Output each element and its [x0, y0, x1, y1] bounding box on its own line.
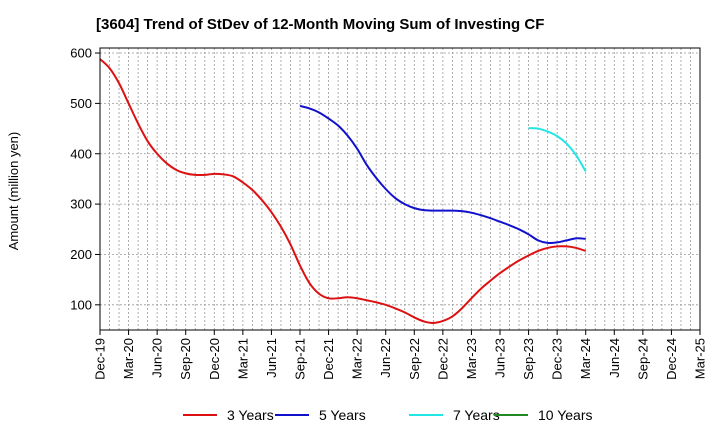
- x-tick-label: Dec-24: [664, 338, 679, 380]
- x-tick-label: Mar-23: [464, 338, 479, 379]
- x-axis: Dec-19 Mar-20 Jun-20 Sep-20 Dec-20 Mar-21 Jun-…: [93, 330, 708, 380]
- series-line-5-years: [299, 104, 586, 245]
- x-tick-label: Jun-22: [378, 338, 393, 378]
- x-tick-label: Mar-20: [121, 338, 136, 379]
- x-tick-label: Jun-21: [264, 338, 279, 378]
- legend-swatch: [275, 414, 309, 416]
- x-tick-label: Sep-23: [521, 338, 536, 380]
- x-tick-label: Mar-25: [693, 338, 708, 379]
- x-tick-label: Dec-20: [207, 338, 222, 380]
- legend-item-10-years: 10 Years: [494, 404, 593, 426]
- legend-label: 10 Years: [538, 407, 593, 423]
- x-tick-label: Sep-20: [178, 338, 193, 380]
- series-line-7-years: [528, 127, 587, 172]
- y-axis-title: Amount (million yen): [6, 132, 21, 251]
- x-tick-label: Dec-21: [321, 338, 336, 380]
- y-tick-label: 600: [70, 46, 92, 61]
- x-tick-label: Dec-19: [93, 338, 108, 380]
- x-tick-label: Jun-24: [607, 338, 622, 378]
- x-tick-label: Mar-22: [350, 338, 365, 379]
- legend-swatch: [494, 414, 528, 416]
- legend-item-3-years: 3 Years: [183, 404, 274, 426]
- y-axis: 100 200 300 400 500 600: [70, 46, 100, 312]
- series-line-3-years: [99, 58, 587, 324]
- grid-layer: [100, 48, 700, 330]
- y-tick-label: 500: [70, 96, 92, 111]
- x-tick-label: Sep-21: [293, 338, 308, 380]
- legend-item-7-years: 7 Years: [409, 404, 500, 426]
- series-layer: [99, 58, 587, 324]
- x-tick-label: Mar-21: [235, 338, 250, 379]
- x-tick-label: Dec-22: [435, 338, 450, 380]
- y-tick-label: 300: [70, 197, 92, 212]
- legend-swatch: [409, 414, 443, 416]
- legend-label: 5 Years: [319, 407, 366, 423]
- chart-title: [3604] Trend of StDev of 12-Month Moving…: [96, 16, 545, 33]
- x-tick-label: Sep-24: [635, 338, 650, 380]
- legend-swatch: [183, 414, 217, 416]
- x-tick-label: Sep-22: [407, 338, 422, 380]
- plot-frame: [99, 47, 701, 331]
- legend: 3 Years 5 Years 7 Years 10 Years: [0, 404, 720, 428]
- y-tick-label: 200: [70, 247, 92, 262]
- x-tick-label: Dec-23: [550, 338, 565, 380]
- y-tick-label: 100: [70, 297, 92, 312]
- x-tick-label: Mar-24: [578, 338, 593, 379]
- legend-item-5-years: 5 Years: [275, 404, 366, 426]
- x-tick-label: Jun-20: [150, 338, 165, 378]
- legend-label: 3 Years: [227, 407, 274, 423]
- legend-label: 7 Years: [453, 407, 500, 423]
- x-tick-label: Jun-23: [493, 338, 508, 378]
- y-tick-label: 400: [70, 146, 92, 161]
